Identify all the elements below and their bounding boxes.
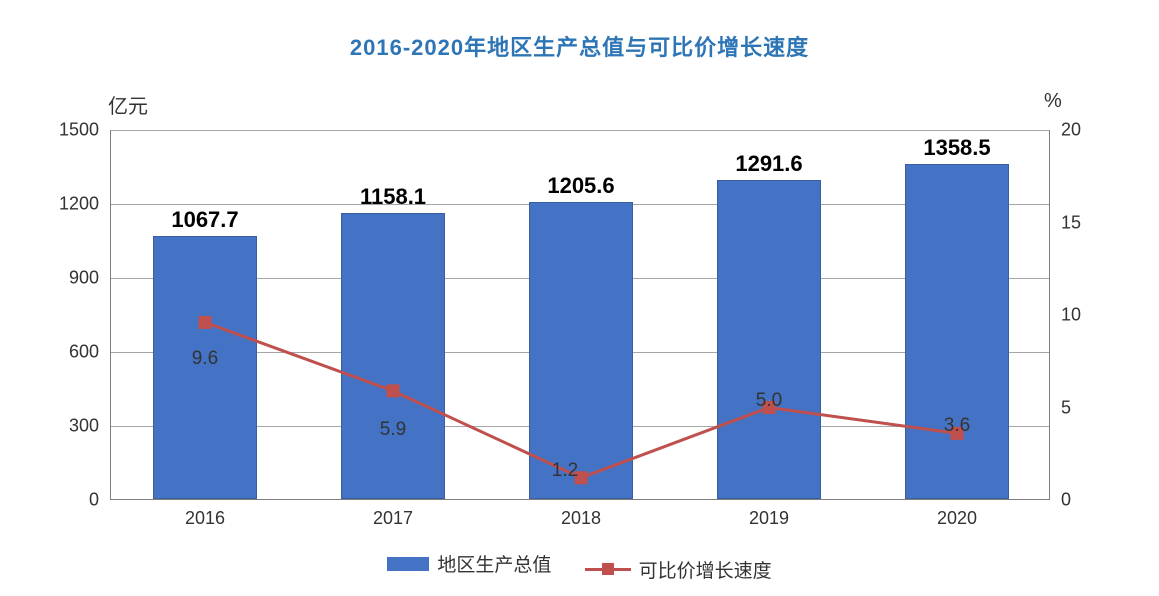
line-layer	[111, 130, 1051, 500]
line-value-label: 9.6	[192, 348, 218, 370]
growth-line	[205, 322, 957, 477]
chart-container: 2016-2020年地区生产总值与可比价增长速度 亿元 % 0300600900…	[0, 0, 1159, 596]
legend-bar-swatch	[387, 557, 429, 571]
legend-item-bars: 地区生产总值	[387, 550, 551, 577]
y-right-tick: 0	[1061, 490, 1111, 511]
plot-area: 030060090012001500051015201067.720161158…	[110, 130, 1050, 500]
line-value-label: 3.6	[944, 415, 970, 437]
y-left-tick: 300	[39, 416, 99, 437]
y-left-tick: 600	[39, 342, 99, 363]
legend: 地区生产总值 可比价增长速度	[0, 550, 1159, 583]
y-right-tick: 5	[1061, 397, 1111, 418]
legend-bar-label: 地区生产总值	[437, 550, 551, 577]
y-left-tick: 1200	[39, 194, 99, 215]
line-value-label: 5.0	[756, 390, 782, 412]
y-right-unit: %	[1044, 90, 1062, 113]
x-tick: 2019	[749, 508, 789, 529]
y-left-tick: 1500	[39, 120, 99, 141]
legend-line-swatch	[585, 562, 631, 576]
x-tick: 2016	[185, 508, 225, 529]
legend-line-label: 可比价增长速度	[639, 556, 772, 583]
x-tick: 2018	[561, 508, 601, 529]
line-value-label: 5.9	[380, 419, 406, 441]
y-left-unit: 亿元	[108, 90, 148, 119]
x-tick: 2020	[937, 508, 977, 529]
y-right-tick: 15	[1061, 212, 1111, 233]
y-left-tick: 0	[39, 490, 99, 511]
line-value-label: 1.2	[552, 460, 578, 482]
x-tick: 2017	[373, 508, 413, 529]
line-marker	[387, 385, 399, 397]
line-marker	[199, 316, 211, 328]
legend-item-line: 可比价增长速度	[585, 556, 772, 583]
y-right-tick: 20	[1061, 120, 1111, 141]
y-left-tick: 900	[39, 268, 99, 289]
legend-line-marker	[602, 563, 614, 575]
y-right-tick: 10	[1061, 305, 1111, 326]
chart-title: 2016-2020年地区生产总值与可比价增长速度	[0, 30, 1159, 62]
